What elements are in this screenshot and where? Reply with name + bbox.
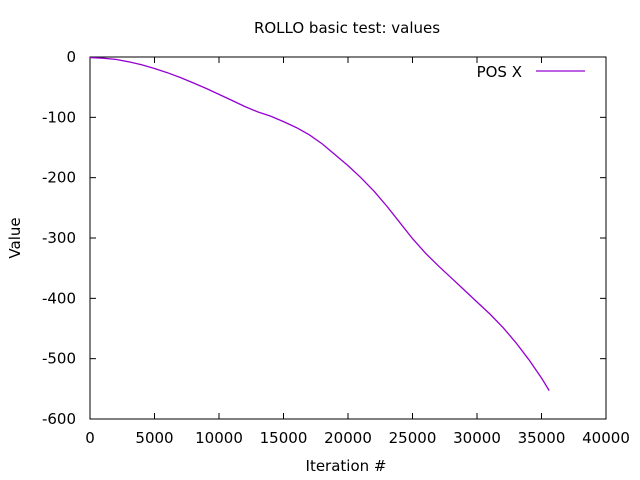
y-tick-label: 0: [66, 48, 76, 66]
x-tick-label: 0: [85, 429, 95, 447]
legend: POS X: [477, 63, 585, 81]
x-tick-label: 15000: [260, 429, 308, 447]
y-tick-label: -100: [42, 108, 76, 126]
y-tick-label: -500: [42, 350, 76, 368]
x-tick-label: 5000: [135, 429, 173, 447]
y-tick-label: -200: [42, 169, 76, 187]
y-tick-label: -600: [42, 410, 76, 428]
x-tick-label: 35000: [518, 429, 566, 447]
y-tick-label: -300: [42, 229, 76, 247]
series-line-pos-x: [89, 56, 550, 391]
x-tick-label: 30000: [453, 429, 501, 447]
x-tick-label: 40000: [582, 429, 630, 447]
y-axis-label: Value: [6, 217, 24, 258]
legend-label-pos-x: POS X: [477, 63, 522, 81]
x-tick-label: 25000: [389, 429, 437, 447]
x-tick-label: 10000: [195, 429, 243, 447]
x-axis-label: Iteration #: [306, 457, 387, 475]
plot-frame: [89, 56, 607, 420]
x-axis-ticks: 0 5000 10000 15000 20000 25000 30000 35000 40000: [85, 57, 630, 447]
series-layer: [89, 56, 550, 391]
chart-title: ROLLO basic test: values: [254, 19, 440, 37]
y-axis-ticks: 0 -100 -200 -300 -400 -500 -600: [42, 48, 606, 428]
y-tick-label: -400: [42, 289, 76, 307]
x-tick-label: 20000: [324, 429, 372, 447]
